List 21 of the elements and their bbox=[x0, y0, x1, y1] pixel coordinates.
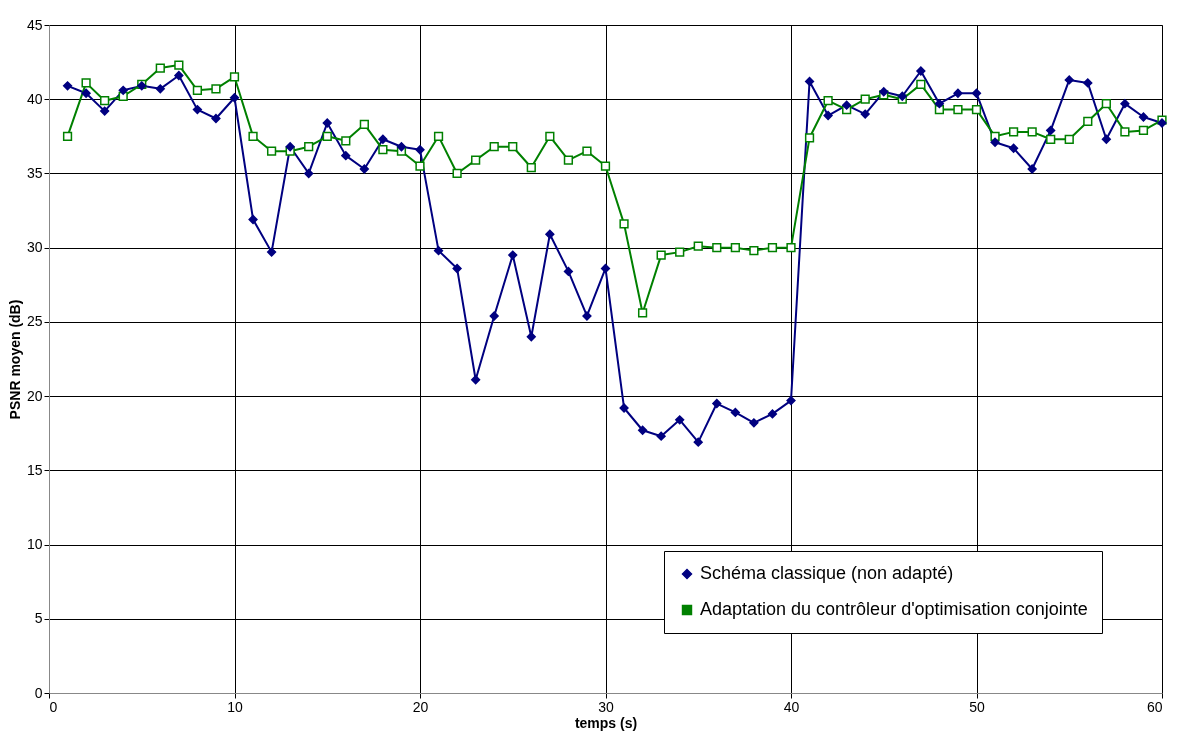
x-axis-title: temps (s) bbox=[574, 714, 638, 731]
y-tick-label: 40 bbox=[26, 90, 43, 107]
y-axis-title: PSNR moyen (dB) bbox=[6, 299, 23, 420]
x-tick-label: 60 bbox=[1146, 698, 1163, 715]
y-tick-label: 10 bbox=[26, 536, 43, 553]
x-tick-label: 10 bbox=[227, 698, 243, 715]
x-tick-label: 0 bbox=[49, 698, 58, 715]
y-tick-label: 25 bbox=[26, 313, 43, 330]
legend-label: Adaptation du contrôleur d'optimisation conjointe bbox=[700, 599, 1088, 619]
legend-label: Schéma classique (non adapté) bbox=[700, 563, 954, 583]
y-tick-label: 20 bbox=[26, 387, 43, 404]
x-tick-label: 50 bbox=[969, 698, 985, 715]
y-tick-label: 15 bbox=[26, 461, 43, 478]
y-tick-label: 45 bbox=[26, 16, 43, 33]
y-tick-label: 0 bbox=[34, 684, 43, 701]
x-tick-label: 30 bbox=[598, 698, 614, 715]
x-tick-label: 40 bbox=[783, 698, 800, 715]
y-tick-label: 30 bbox=[26, 239, 43, 256]
y-tick-label: 35 bbox=[26, 164, 43, 181]
x-tick-label: 20 bbox=[412, 698, 429, 715]
y-tick-label: 5 bbox=[34, 610, 43, 627]
